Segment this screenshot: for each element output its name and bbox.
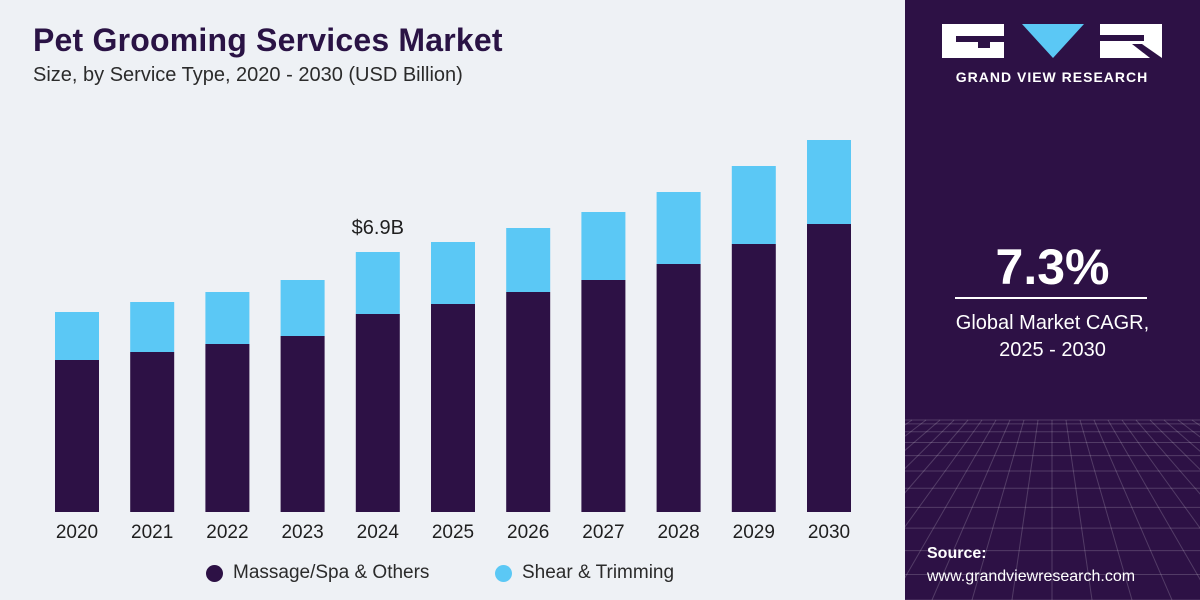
bar-2025-massage-spa	[431, 304, 475, 512]
bar-2022-shear-trimming	[205, 292, 250, 344]
bar-2028-massage-spa	[656, 264, 701, 512]
x-tick-label-2029: 2029	[733, 522, 775, 543]
legend-swatch-shear	[495, 564, 512, 582]
chart-title: Pet Grooming Services Market	[33, 22, 503, 58]
cagr-label-line2: 2025 - 2030	[999, 339, 1106, 361]
bar-2024-massage-spa	[355, 314, 400, 512]
bar-2026-shear-trimming	[506, 228, 551, 292]
logo-wordmark: GRAND VIEW RESEARCH	[955, 69, 1149, 85]
chart-panel: Pet Grooming Services Market Size, by Se…	[0, 0, 905, 600]
source-link[interactable]: www.grandviewresearch.com	[927, 568, 1136, 585]
bar-2029-shear-trimming	[731, 166, 776, 244]
x-tick-label-2021: 2021	[131, 522, 173, 543]
bar-2024-shear-trimming	[355, 252, 400, 314]
x-tick-label-2030: 2030	[808, 522, 850, 543]
legend-label-shear: Shear & Trimming	[522, 562, 675, 583]
bar-2020-massage-spa	[55, 360, 99, 512]
x-tick-label-2026: 2026	[507, 522, 549, 543]
legend-item-shear: Shear & Trimming	[495, 562, 674, 584]
bar-2026-massage-spa	[506, 292, 551, 512]
cagr-value: 7.3%	[995, 239, 1110, 295]
bar-2027-shear-trimming	[581, 212, 626, 280]
chart-subtitle: Size, by Service Type, 2020 - 2030 (USD …	[33, 64, 463, 86]
x-tick-label-2024: 2024	[357, 522, 400, 543]
x-tick-label-2023: 2023	[281, 522, 323, 543]
legend-label-massage: Massage/Spa & Others	[233, 562, 430, 583]
bar-2020-shear-trimming	[55, 312, 99, 360]
legend-swatch-massage	[206, 564, 223, 582]
bar-2030-massage-spa	[807, 224, 851, 512]
grand-view-research-logo	[942, 24, 1162, 58]
bar-2030-shear-trimming	[807, 140, 851, 224]
x-tick-label-2022: 2022	[206, 522, 248, 543]
bar-2023-massage-spa	[280, 336, 325, 512]
cagr-divider	[955, 297, 1147, 299]
info-panel: GRAND VIEW RESEARCH 7.3% Global Market C…	[905, 0, 1200, 600]
cagr-label: Global Market CAGR, 2025 - 2030	[905, 310, 1200, 364]
cagr-label-line1: Global Market CAGR,	[955, 312, 1150, 334]
bar-2029-massage-spa	[731, 244, 776, 512]
chart-legend: Massage/Spa & Others Shear & Trimming	[0, 562, 905, 588]
bar-2022-massage-spa	[205, 344, 250, 512]
bar-2021-shear-trimming	[130, 302, 175, 352]
bar-2023-shear-trimming	[280, 280, 325, 336]
x-tick-label-2027: 2027	[582, 522, 624, 543]
legend-item-massage: Massage/Spa & Others	[206, 562, 429, 584]
x-tick-label-2025: 2025	[432, 522, 474, 543]
source-label: Source:	[927, 545, 987, 562]
bar-2021-massage-spa	[130, 352, 175, 512]
bar-chart: 2020 2021 2022 2023 2024 2025 2026 2027 2028 2029…	[55, 140, 851, 543]
data-label-2024: $6.9B	[352, 217, 404, 239]
x-tick-label-2028: 2028	[657, 522, 699, 543]
bar-2025-shear-trimming	[431, 242, 475, 304]
bar-2028-shear-trimming	[656, 192, 701, 264]
bar-2027-massage-spa	[581, 280, 626, 512]
x-tick-label-2020: 2020	[56, 522, 98, 543]
decorative-grid	[905, 419, 1200, 600]
